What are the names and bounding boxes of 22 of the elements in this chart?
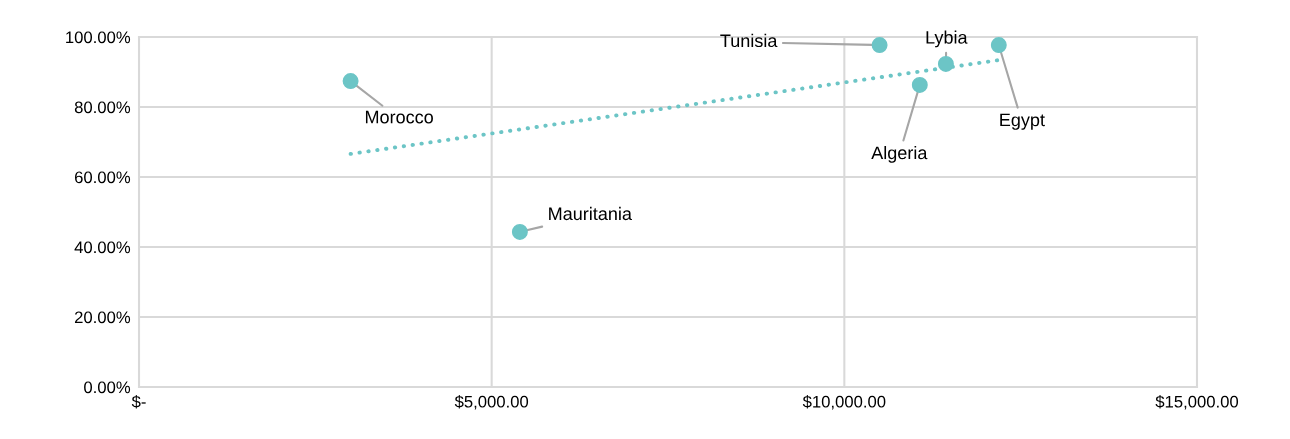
point — [342, 73, 359, 90]
x-tick-label: $5,000.00 — [454, 395, 529, 410]
x-tick-label: $- — [131, 395, 146, 409]
annotation: Egypt — [1000, 113, 1045, 130]
annotation: Lybia — [926, 30, 968, 48]
y-tick-label: 0.00% — [84, 381, 131, 394]
x-tick-label: $10,000.00 — [802, 395, 886, 410]
y-tick-label: 20.00% — [74, 311, 131, 324]
annotation: Algeria — [871, 145, 928, 163]
x-tick-label: $15,000.00 — [1155, 395, 1239, 410]
annotation: Mauritania — [549, 206, 632, 221]
annotation: Tunisia — [720, 33, 778, 48]
y-tick-label: 100.00% — [66, 31, 131, 44]
annotation: Morocco — [365, 110, 433, 124]
point — [871, 37, 888, 54]
y-tick-label: 80.00% — [74, 101, 131, 114]
point — [990, 37, 1007, 54]
y-tick-label: 60.00% — [74, 171, 131, 184]
point — [911, 76, 928, 93]
point — [511, 223, 528, 240]
y-tick-label: 40.00% — [74, 241, 131, 254]
point — [937, 55, 954, 72]
